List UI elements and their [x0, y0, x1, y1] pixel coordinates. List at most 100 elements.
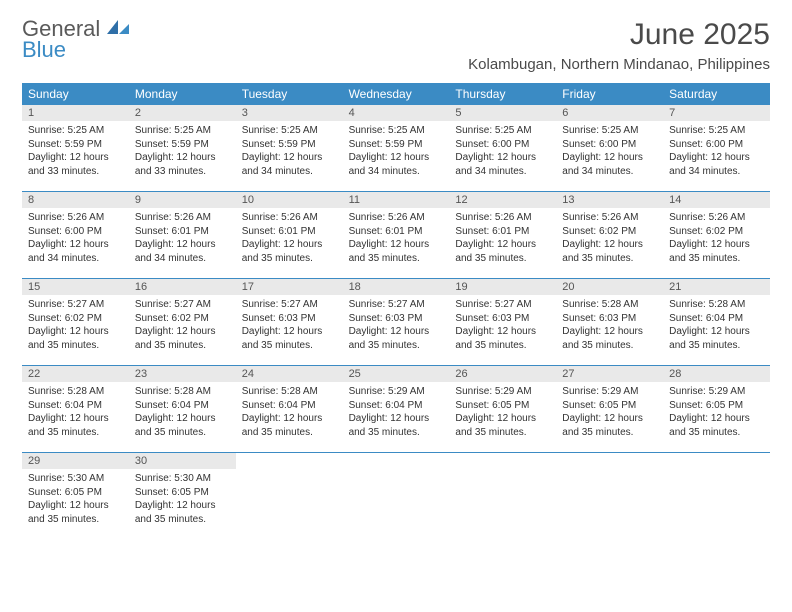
day-body: Sunrise: 5:26 AMSunset: 6:00 PMDaylight:… — [22, 208, 129, 271]
day-header-sat: Saturday — [663, 83, 770, 105]
sunset-line: Sunset: 6:05 PM — [562, 399, 657, 413]
sunrise-line: Sunrise: 5:28 AM — [562, 298, 657, 312]
day-body: Sunrise: 5:25 AMSunset: 6:00 PMDaylight:… — [449, 121, 556, 184]
sunrise-line: Sunrise: 5:27 AM — [242, 298, 337, 312]
sunrise-line: Sunrise: 5:29 AM — [455, 385, 550, 399]
calendar-cell: 22Sunrise: 5:28 AMSunset: 6:04 PMDayligh… — [22, 366, 129, 452]
calendar-cell: 13Sunrise: 5:26 AMSunset: 6:02 PMDayligh… — [556, 192, 663, 278]
sunrise-line: Sunrise: 5:27 AM — [455, 298, 550, 312]
day-body: Sunrise: 5:26 AMSunset: 6:01 PMDaylight:… — [236, 208, 343, 271]
day-number: 2 — [129, 105, 236, 121]
sunrise-line: Sunrise: 5:28 AM — [28, 385, 123, 399]
sunset-line: Sunset: 6:04 PM — [135, 399, 230, 413]
sunset-line: Sunset: 6:02 PM — [135, 312, 230, 326]
sunset-line: Sunset: 6:01 PM — [135, 225, 230, 239]
day-body: Sunrise: 5:29 AMSunset: 6:04 PMDaylight:… — [343, 382, 450, 445]
day-body: Sunrise: 5:28 AMSunset: 6:04 PMDaylight:… — [236, 382, 343, 445]
calendar-cell: 5Sunrise: 5:25 AMSunset: 6:00 PMDaylight… — [449, 105, 556, 191]
sunset-line: Sunset: 6:01 PM — [242, 225, 337, 239]
sunset-line: Sunset: 6:04 PM — [669, 312, 764, 326]
calendar-cell: 10Sunrise: 5:26 AMSunset: 6:01 PMDayligh… — [236, 192, 343, 278]
day-body: Sunrise: 5:27 AMSunset: 6:03 PMDaylight:… — [236, 295, 343, 358]
day-body — [236, 469, 343, 478]
sunset-line: Sunset: 6:02 PM — [28, 312, 123, 326]
brand-sail-icon — [105, 18, 131, 36]
day-number: 18 — [343, 279, 450, 295]
calendar-cell: 15Sunrise: 5:27 AMSunset: 6:02 PMDayligh… — [22, 279, 129, 365]
day-body: Sunrise: 5:30 AMSunset: 6:05 PMDaylight:… — [22, 469, 129, 532]
brand-text: General Blue — [22, 18, 131, 61]
day-number: 5 — [449, 105, 556, 121]
day-header-thu: Thursday — [449, 83, 556, 105]
daylight-line: Daylight: 12 hours and 35 minutes. — [28, 499, 123, 526]
sunrise-line: Sunrise: 5:25 AM — [349, 124, 444, 138]
month-title: June 2025 — [468, 18, 770, 52]
day-number: 4 — [343, 105, 450, 121]
brand-blue: Blue — [22, 39, 131, 61]
day-number: 27 — [556, 366, 663, 382]
sunset-line: Sunset: 6:00 PM — [669, 138, 764, 152]
daylight-line: Daylight: 12 hours and 35 minutes. — [562, 238, 657, 265]
sunrise-line: Sunrise: 5:30 AM — [135, 472, 230, 486]
day-number: 8 — [22, 192, 129, 208]
day-body: Sunrise: 5:27 AMSunset: 6:03 PMDaylight:… — [343, 295, 450, 358]
sunset-line: Sunset: 6:03 PM — [349, 312, 444, 326]
calendar-cell: 25Sunrise: 5:29 AMSunset: 6:04 PMDayligh… — [343, 366, 450, 452]
day-number: 24 — [236, 366, 343, 382]
calendar-cell: 14Sunrise: 5:26 AMSunset: 6:02 PMDayligh… — [663, 192, 770, 278]
sunrise-line: Sunrise: 5:28 AM — [669, 298, 764, 312]
day-number: 13 — [556, 192, 663, 208]
day-header-mon: Monday — [129, 83, 236, 105]
week-row: 1Sunrise: 5:25 AMSunset: 5:59 PMDaylight… — [22, 105, 770, 191]
day-body: Sunrise: 5:28 AMSunset: 6:03 PMDaylight:… — [556, 295, 663, 358]
calendar-cell: 11Sunrise: 5:26 AMSunset: 6:01 PMDayligh… — [343, 192, 450, 278]
day-number: 11 — [343, 192, 450, 208]
day-body: Sunrise: 5:28 AMSunset: 6:04 PMDaylight:… — [129, 382, 236, 445]
day-header-sun: Sunday — [22, 83, 129, 105]
sunrise-line: Sunrise: 5:29 AM — [349, 385, 444, 399]
day-number: 19 — [449, 279, 556, 295]
day-number: 9 — [129, 192, 236, 208]
daylight-line: Daylight: 12 hours and 34 minutes. — [455, 151, 550, 178]
daylight-line: Daylight: 12 hours and 35 minutes. — [242, 325, 337, 352]
sunrise-line: Sunrise: 5:25 AM — [135, 124, 230, 138]
day-body: Sunrise: 5:25 AMSunset: 6:00 PMDaylight:… — [663, 121, 770, 184]
calendar-cell: 3Sunrise: 5:25 AMSunset: 5:59 PMDaylight… — [236, 105, 343, 191]
sunrise-line: Sunrise: 5:26 AM — [562, 211, 657, 225]
sunset-line: Sunset: 6:00 PM — [562, 138, 657, 152]
day-body: Sunrise: 5:25 AMSunset: 5:59 PMDaylight:… — [236, 121, 343, 184]
location-text: Kolambugan, Northern Mindanao, Philippin… — [468, 56, 770, 73]
sunset-line: Sunset: 5:59 PM — [28, 138, 123, 152]
day-number: 30 — [129, 453, 236, 469]
sunset-line: Sunset: 6:05 PM — [28, 486, 123, 500]
day-number: 29 — [22, 453, 129, 469]
daylight-line: Daylight: 12 hours and 35 minutes. — [28, 325, 123, 352]
daylight-line: Daylight: 12 hours and 33 minutes. — [135, 151, 230, 178]
day-body: Sunrise: 5:27 AMSunset: 6:03 PMDaylight:… — [449, 295, 556, 358]
sunrise-line: Sunrise: 5:28 AM — [242, 385, 337, 399]
sunrise-line: Sunrise: 5:28 AM — [135, 385, 230, 399]
calendar-cell: 26Sunrise: 5:29 AMSunset: 6:05 PMDayligh… — [449, 366, 556, 452]
daylight-line: Daylight: 12 hours and 35 minutes. — [242, 238, 337, 265]
calendar: Sunday Monday Tuesday Wednesday Thursday… — [22, 83, 770, 539]
daylight-line: Daylight: 12 hours and 35 minutes. — [349, 412, 444, 439]
daylight-line: Daylight: 12 hours and 34 minutes. — [242, 151, 337, 178]
sunset-line: Sunset: 6:05 PM — [455, 399, 550, 413]
calendar-cell: 7Sunrise: 5:25 AMSunset: 6:00 PMDaylight… — [663, 105, 770, 191]
sunrise-line: Sunrise: 5:26 AM — [349, 211, 444, 225]
day-number: 15 — [22, 279, 129, 295]
daylight-line: Daylight: 12 hours and 35 minutes. — [135, 499, 230, 526]
day-body: Sunrise: 5:28 AMSunset: 6:04 PMDaylight:… — [22, 382, 129, 445]
sunset-line: Sunset: 6:04 PM — [28, 399, 123, 413]
daylight-line: Daylight: 12 hours and 34 minutes. — [28, 238, 123, 265]
sunrise-line: Sunrise: 5:26 AM — [28, 211, 123, 225]
day-body: Sunrise: 5:26 AMSunset: 6:01 PMDaylight:… — [449, 208, 556, 271]
calendar-cell: . — [663, 453, 770, 539]
day-body — [663, 469, 770, 478]
day-header-fri: Friday — [556, 83, 663, 105]
calendar-cell: 16Sunrise: 5:27 AMSunset: 6:02 PMDayligh… — [129, 279, 236, 365]
day-body: Sunrise: 5:26 AMSunset: 6:02 PMDaylight:… — [556, 208, 663, 271]
day-number: 25 — [343, 366, 450, 382]
calendar-cell: 23Sunrise: 5:28 AMSunset: 6:04 PMDayligh… — [129, 366, 236, 452]
sunrise-line: Sunrise: 5:26 AM — [455, 211, 550, 225]
